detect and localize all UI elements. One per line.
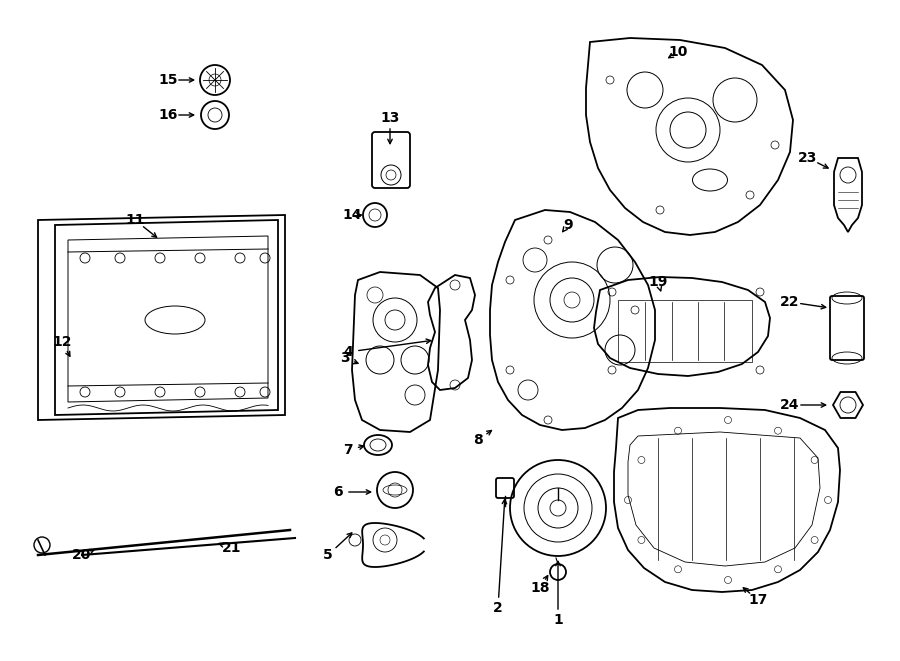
Text: 15: 15 [158, 73, 178, 87]
Text: 19: 19 [648, 275, 668, 289]
Text: 2: 2 [493, 601, 503, 615]
Text: 12: 12 [52, 335, 72, 349]
Text: 5: 5 [323, 548, 333, 562]
Text: 9: 9 [563, 218, 572, 232]
Text: 13: 13 [381, 111, 400, 125]
Text: 11: 11 [125, 213, 145, 227]
Text: 6: 6 [333, 485, 343, 499]
Text: 8: 8 [473, 433, 483, 447]
Text: 4: 4 [343, 345, 353, 359]
Text: 17: 17 [748, 593, 768, 607]
Text: 20: 20 [72, 548, 92, 562]
Text: 10: 10 [669, 45, 688, 59]
Text: 22: 22 [780, 295, 800, 309]
Text: 3: 3 [340, 351, 350, 365]
Text: 7: 7 [343, 443, 353, 457]
Text: 21: 21 [222, 541, 242, 555]
Text: 16: 16 [158, 108, 177, 122]
Text: 1: 1 [554, 613, 562, 627]
Text: 23: 23 [798, 151, 818, 165]
Text: 24: 24 [780, 398, 800, 412]
Text: 14: 14 [342, 208, 362, 222]
Text: 18: 18 [530, 581, 550, 595]
